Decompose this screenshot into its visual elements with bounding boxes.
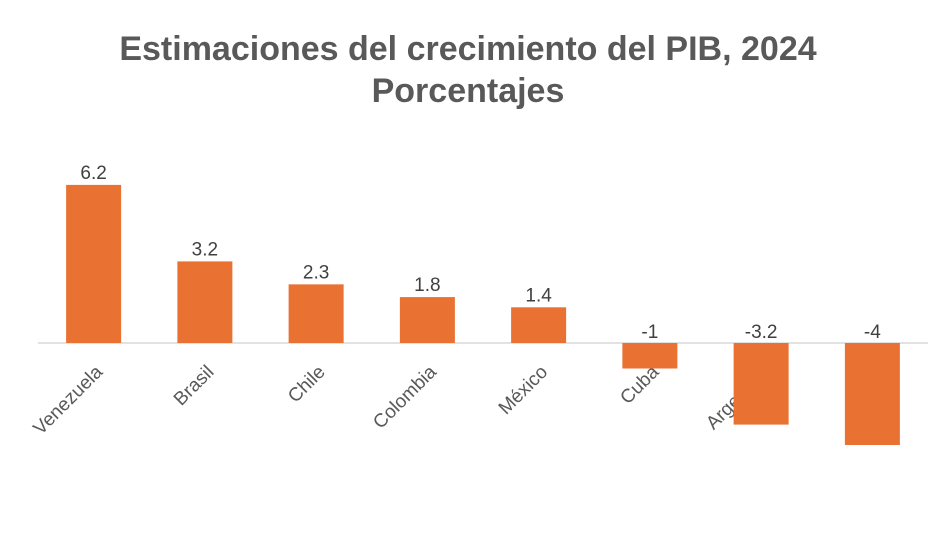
chart-title-block: Estimaciones del crecimiento del PIB, 20… [0, 28, 936, 112]
data-label: -3.2 [745, 322, 778, 343]
data-label: 3.2 [192, 239, 218, 260]
x-tick-label: Venezuela [30, 361, 108, 439]
bar [177, 261, 233, 343]
bars [66, 184, 900, 445]
bar [288, 284, 344, 343]
data-label: 2.3 [303, 262, 329, 283]
bar [511, 307, 567, 343]
data-label: 1.8 [414, 275, 440, 296]
x-tick-label: Chile [284, 362, 329, 407]
chart-title: Estimaciones del crecimiento del PIB, 20… [119, 30, 817, 68]
x-tick-label: Brasil [170, 362, 218, 410]
chart-subtitle: Porcentajes [371, 72, 565, 110]
data-label: -4 [864, 322, 881, 343]
bar [66, 184, 122, 343]
bar [733, 343, 789, 425]
bar [844, 343, 900, 445]
x-tick-label: Colombia [369, 361, 441, 433]
data-labels: 6.2 3.2 2.3 1.8 1.4 -1 -3.2 -4 [80, 163, 881, 343]
bar [399, 297, 455, 343]
x-tick-label: México [495, 362, 552, 419]
data-label: 1.4 [525, 285, 552, 306]
data-label: -1 [641, 322, 658, 343]
data-label: 6.2 [80, 163, 106, 184]
bar [622, 343, 678, 369]
